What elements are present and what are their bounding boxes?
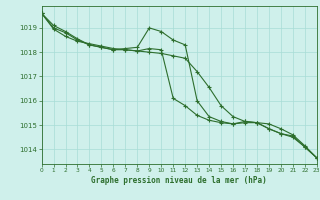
- X-axis label: Graphe pression niveau de la mer (hPa): Graphe pression niveau de la mer (hPa): [91, 176, 267, 185]
